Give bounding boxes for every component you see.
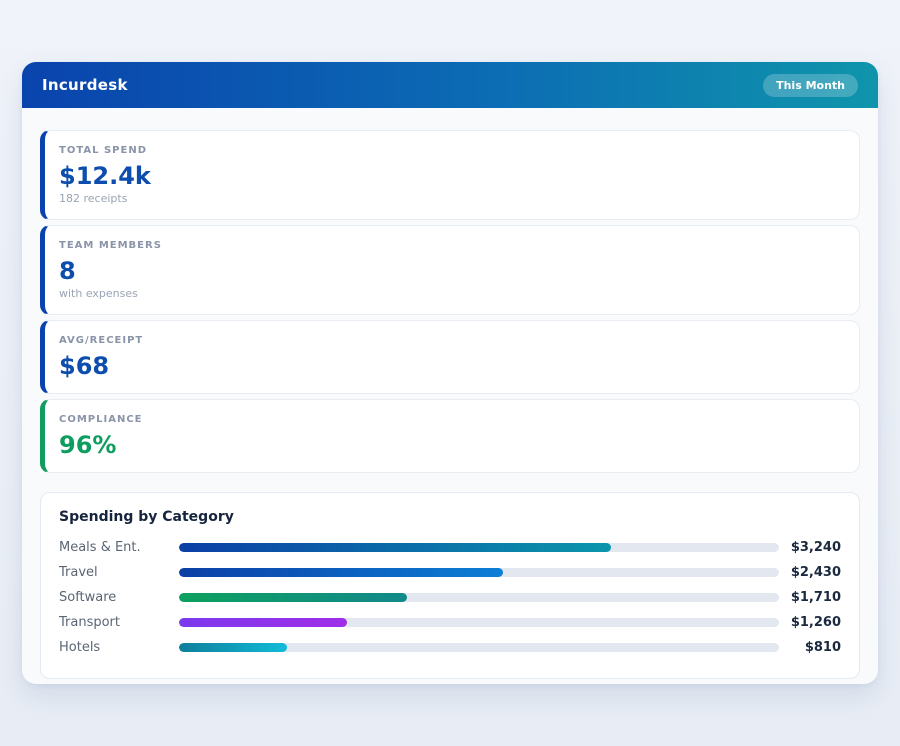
chart-row: Hotels $810	[59, 635, 841, 660]
stat-value: $12.4k	[59, 163, 841, 189]
page-background: Incurdesk This Month TOTAL SPEND $12.4k …	[0, 0, 900, 746]
chart-row: Software $1,710	[59, 585, 841, 610]
stat-value: 96%	[59, 432, 841, 458]
bar-fill	[179, 543, 611, 552]
chart-title: Spending by Category	[59, 509, 841, 525]
value-label: $3,240	[779, 540, 841, 555]
value-label: $1,710	[779, 590, 841, 605]
category-label: Meals & Ent.	[59, 540, 179, 555]
stat-card-compliance: COMPLIANCE 96%	[40, 399, 860, 473]
value-label: $2,430	[779, 565, 841, 580]
chart-row: Transport $1,260	[59, 610, 841, 635]
stat-card-total-spend: TOTAL SPEND $12.4k 182 receipts	[40, 130, 860, 220]
bar-fill	[179, 643, 287, 652]
chart-row: Meals & Ent. $3,240	[59, 535, 841, 560]
stat-value: 8	[59, 258, 841, 284]
bar-track	[179, 543, 779, 552]
stat-card-avg-receipt: AVG/RECEIPT $68	[40, 320, 860, 394]
chart-row: Travel $2,430	[59, 560, 841, 585]
category-label: Hotels	[59, 640, 179, 655]
stat-label: TEAM MEMBERS	[59, 240, 841, 252]
stat-value: $68	[59, 353, 841, 379]
stat-label: TOTAL SPEND	[59, 145, 841, 157]
stat-card-team-members: TEAM MEMBERS 8 with expenses	[40, 225, 860, 315]
incurdesk-widget: Incurdesk This Month TOTAL SPEND $12.4k …	[22, 62, 878, 684]
app-title: Incurdesk	[42, 76, 128, 94]
value-label: $1,260	[779, 615, 841, 630]
period-badge[interactable]: This Month	[763, 74, 858, 97]
bar-fill	[179, 568, 503, 577]
stats-section: TOTAL SPEND $12.4k 182 receipts TEAM MEM…	[40, 130, 860, 473]
stat-label: AVG/RECEIPT	[59, 335, 841, 347]
bar-fill	[179, 618, 347, 627]
bar-track	[179, 643, 779, 652]
category-label: Transport	[59, 615, 179, 630]
stat-label: COMPLIANCE	[59, 414, 841, 426]
value-label: $810	[779, 640, 841, 655]
bar-fill	[179, 593, 407, 602]
stat-subtitle: with expenses	[59, 288, 841, 300]
chart-rows: Meals & Ent. $3,240 Travel $2,430 Software $1…	[59, 535, 841, 660]
category-label: Software	[59, 590, 179, 605]
category-label: Travel	[59, 565, 179, 580]
bar-track	[179, 568, 779, 577]
app-header: Incurdesk This Month	[22, 62, 878, 108]
stat-subtitle: 182 receipts	[59, 193, 841, 205]
spending-by-category-card: Spending by Category Meals & Ent. $3,240 T…	[40, 492, 860, 679]
app-body: TOTAL SPEND $12.4k 182 receipts TEAM MEM…	[22, 108, 878, 679]
bar-track	[179, 593, 779, 602]
bar-track	[179, 618, 779, 627]
